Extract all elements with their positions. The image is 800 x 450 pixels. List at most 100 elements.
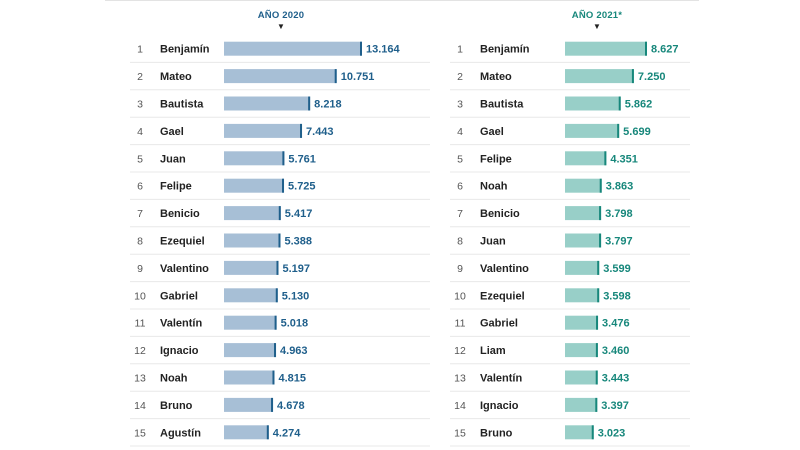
chart-title-2021[interactable]: AÑO 2021* ▼: [557, 10, 637, 31]
category-label: Felipe: [480, 153, 512, 165]
category-label: Mateo: [480, 71, 512, 83]
rank-label: 6: [457, 181, 463, 193]
category-label: Noah: [160, 373, 188, 385]
rank-label: 4: [457, 126, 463, 138]
value-label: 5.417: [285, 208, 313, 220]
bar-end-marker: [278, 206, 281, 221]
rank-label: 8: [457, 236, 463, 248]
bar-end-marker: [599, 233, 602, 248]
bar-end-marker: [300, 123, 303, 138]
bar-end-marker: [591, 425, 594, 440]
category-label: Bautista: [480, 99, 524, 111]
category-label: Juan: [160, 153, 186, 165]
value-label: 3.797: [605, 236, 633, 248]
category-label: Benicio: [160, 208, 200, 220]
rank-label: 15: [134, 427, 146, 439]
category-label: Liam: [480, 345, 506, 357]
value-label: 5.197: [282, 263, 310, 275]
value-label: 5.018: [281, 318, 309, 330]
bar: [565, 123, 620, 138]
bar-end-marker: [596, 315, 599, 330]
category-label: Mateo: [160, 71, 192, 83]
rank-label: 12: [134, 345, 146, 357]
bar: [224, 69, 337, 84]
bar: [224, 151, 285, 166]
category-label: Felipe: [160, 181, 192, 193]
bar-chart-2020: 1 Benjamín 13.164 2 Mateo 10.751 3 Bautista 8.21…: [130, 41, 430, 447]
bar: [224, 425, 269, 440]
value-label: 4.351: [610, 153, 638, 165]
category-label: Bruno: [480, 427, 513, 439]
value-label: 5.725: [288, 181, 316, 193]
bar-end-marker: [266, 425, 269, 440]
bar: [224, 343, 277, 358]
bar-end-marker: [282, 151, 285, 166]
category-label: Gabriel: [480, 318, 518, 330]
value-label: 3.397: [601, 400, 629, 412]
rank-label: 13: [454, 373, 466, 385]
value-label: 5.761: [288, 153, 316, 165]
bar: [565, 288, 600, 303]
bar-end-marker: [360, 41, 362, 56]
bar: [565, 425, 594, 440]
bar: [565, 41, 647, 56]
category-label: Valentín: [480, 373, 522, 385]
category-label: Gabriel: [160, 290, 198, 302]
rank-label: 7: [457, 208, 463, 220]
rank-label: 15: [454, 427, 466, 439]
bar-end-marker: [282, 178, 285, 193]
bar: [224, 288, 278, 303]
bar: [224, 315, 277, 330]
category-label: Benjamín: [160, 44, 210, 56]
bar: [224, 233, 281, 248]
bar: [224, 96, 311, 111]
rank-label: 9: [137, 263, 143, 275]
rank-label: 14: [454, 400, 466, 412]
bar-end-marker: [595, 343, 598, 358]
bar-end-marker: [595, 397, 598, 412]
bar-end-marker: [334, 69, 337, 84]
bar-end-marker: [278, 233, 281, 248]
bar-end-marker: [599, 178, 602, 193]
rank-label: 11: [455, 318, 466, 330]
bar: [224, 123, 303, 138]
bar: [224, 370, 275, 385]
bar: [565, 397, 598, 412]
rank-label: 9: [457, 263, 463, 275]
value-label: 4.963: [280, 345, 308, 357]
bar: [565, 315, 599, 330]
category-label: Gael: [480, 126, 504, 138]
category-label: Gael: [160, 126, 184, 138]
rank-label: 5: [457, 153, 463, 165]
bar-end-marker: [275, 288, 278, 303]
category-label: Bautista: [160, 99, 204, 111]
value-label: 3.599: [603, 263, 631, 275]
bar-end-marker: [597, 288, 600, 303]
chart-title-text: AÑO 2021*: [571, 10, 623, 21]
category-label: Ezequiel: [480, 290, 525, 302]
value-label: 5.388: [284, 236, 312, 248]
rank-label: 1: [457, 44, 463, 56]
value-label: 7.250: [638, 71, 666, 83]
category-label: Noah: [480, 181, 508, 193]
bar: [565, 96, 621, 111]
value-label: 7.443: [306, 126, 334, 138]
chart-title-2020[interactable]: AÑO 2020 ▼: [241, 10, 321, 31]
bar: [565, 233, 602, 248]
rank-label: 11: [135, 318, 146, 330]
value-label: 3.023: [598, 427, 626, 439]
bar-end-marker: [308, 96, 311, 111]
category-label: Valentino: [480, 263, 529, 275]
rank-label: 14: [134, 400, 146, 412]
bar-end-marker: [272, 370, 275, 385]
rank-label: 10: [454, 290, 466, 302]
value-label: 5.862: [625, 99, 653, 111]
rank-label: 2: [137, 71, 143, 83]
bar: [565, 178, 602, 193]
chart-title-text: AÑO 2020: [257, 10, 305, 21]
bar-end-marker: [597, 260, 600, 275]
rank-label: 8: [137, 236, 143, 248]
rank-label: 4: [137, 126, 143, 138]
bar-end-marker: [276, 260, 279, 275]
bar-end-marker: [617, 123, 620, 138]
